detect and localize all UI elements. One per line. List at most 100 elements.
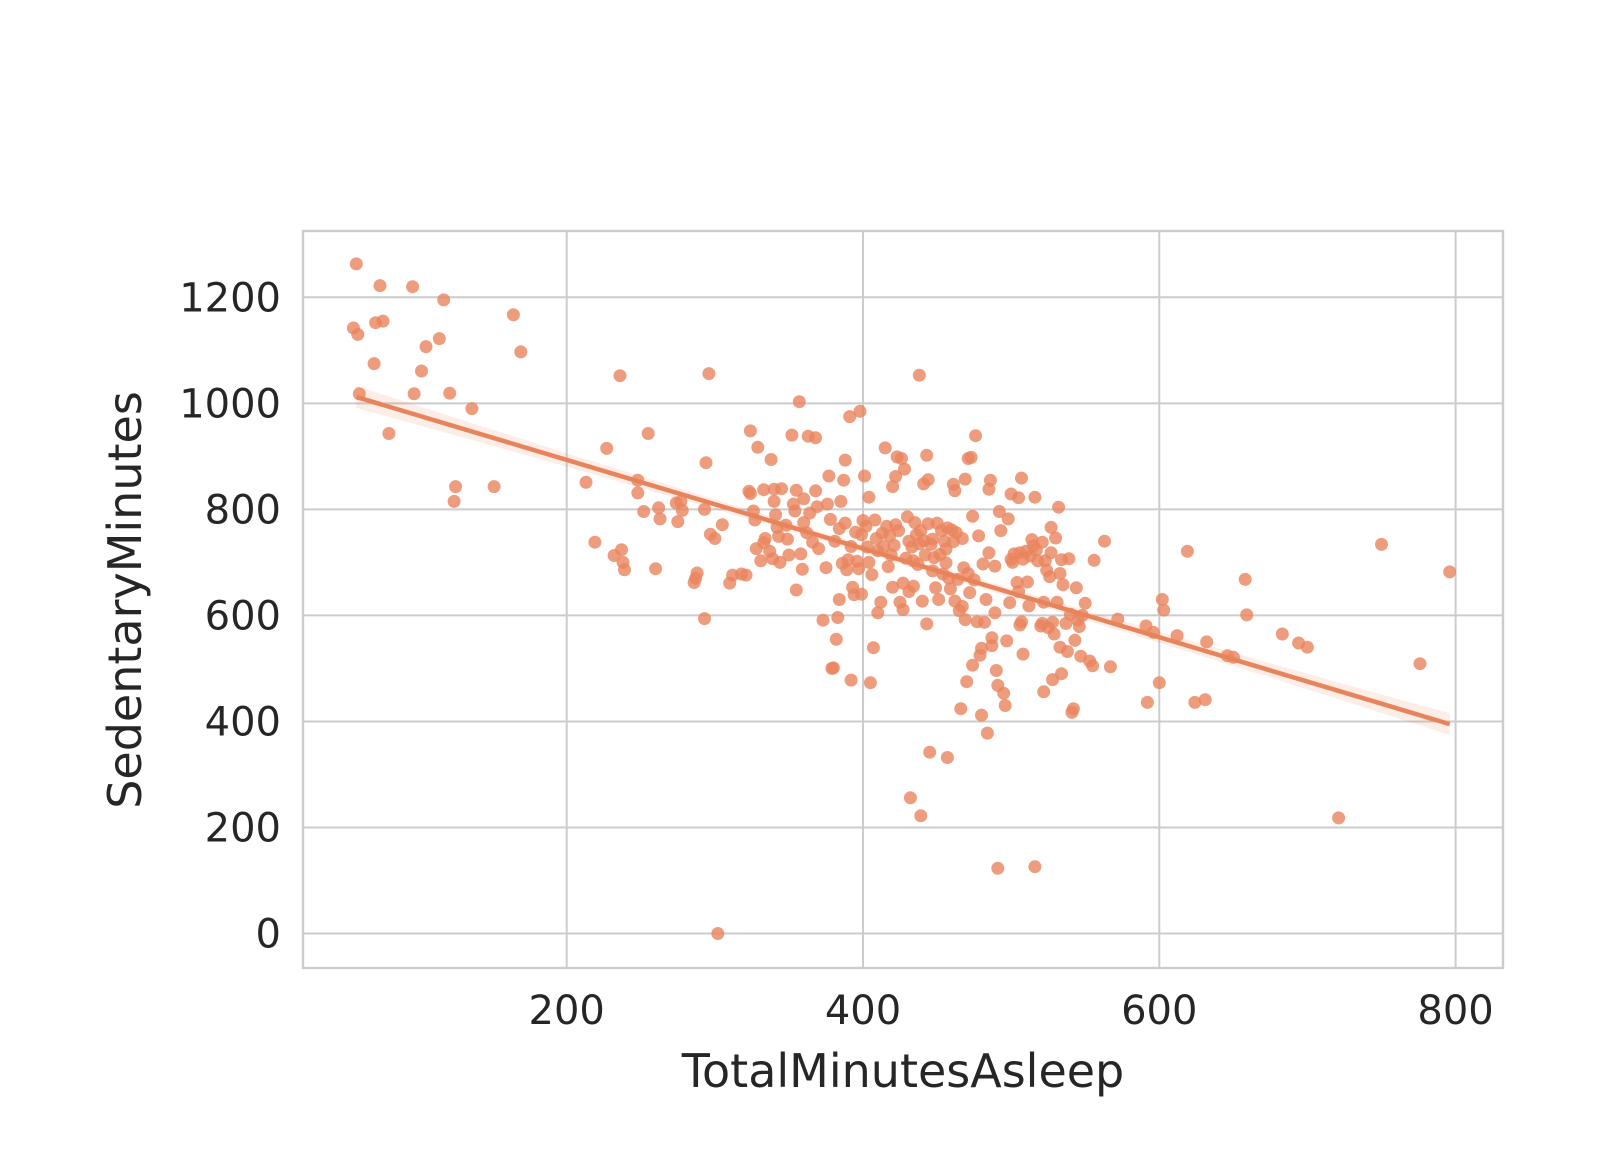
- data-point: [823, 512, 837, 526]
- data-point: [1375, 537, 1388, 551]
- data-point: [979, 593, 993, 606]
- data-point: [929, 581, 943, 595]
- data-point: [903, 791, 917, 805]
- data-point: [829, 632, 843, 646]
- data-point: [1275, 627, 1289, 641]
- data-point: [912, 368, 926, 382]
- data-point: [711, 927, 725, 940]
- x-tick-label: 800: [1417, 988, 1493, 1034]
- data-point: [465, 402, 479, 416]
- data-point: [966, 658, 980, 672]
- data-point: [881, 560, 895, 574]
- data-point: [985, 631, 999, 645]
- data-point: [514, 345, 528, 359]
- data-point: [898, 462, 911, 476]
- y-tick-label: 400: [205, 699, 281, 745]
- data-point: [868, 513, 882, 527]
- data-point: [809, 431, 823, 445]
- data-point: [751, 440, 765, 454]
- data-point: [852, 562, 866, 576]
- regression-line-group: [355, 394, 1451, 727]
- data-point: [757, 483, 771, 497]
- data-point: [1188, 695, 1202, 709]
- data-point: [1157, 603, 1171, 617]
- data-point: [1155, 593, 1169, 606]
- data-point: [838, 516, 852, 530]
- data-point: [975, 641, 988, 655]
- data-point: [349, 257, 363, 271]
- data-point: [906, 579, 920, 593]
- data-point: [419, 340, 433, 354]
- data-point: [837, 473, 851, 487]
- data-point: [797, 516, 811, 530]
- data-point: [863, 676, 877, 690]
- data-point: [834, 494, 848, 508]
- data-point: [843, 410, 857, 424]
- data-point: [715, 518, 729, 532]
- data-point: [1066, 702, 1080, 716]
- data-point: [579, 475, 593, 489]
- data-point: [997, 686, 1011, 700]
- y-axis-title: SedentaryMinutes: [98, 391, 152, 809]
- data-point: [780, 532, 794, 546]
- data-point: [613, 369, 627, 383]
- data-point: [773, 555, 787, 569]
- data-point: [767, 494, 781, 508]
- data-point: [992, 505, 1006, 518]
- data-point: [915, 594, 929, 608]
- data-point: [983, 473, 997, 487]
- data-point: [1300, 640, 1314, 654]
- data-point: [653, 512, 667, 526]
- data-point: [858, 469, 871, 483]
- data-point: [812, 542, 826, 556]
- data-point: [871, 606, 885, 620]
- data-point: [809, 484, 823, 498]
- data-point: [698, 502, 711, 516]
- data-point: [816, 613, 830, 627]
- data-point: [958, 472, 972, 486]
- data-point: [797, 492, 811, 506]
- data-point: [789, 483, 803, 497]
- data-point: [980, 726, 994, 740]
- data-point: [988, 559, 1002, 573]
- data-point: [988, 606, 1002, 620]
- data-point: [1069, 581, 1083, 595]
- data-point: [994, 524, 1008, 538]
- data-point: [1072, 620, 1086, 633]
- data-point: [838, 453, 852, 467]
- data-point: [1003, 596, 1017, 610]
- data-point: [820, 497, 834, 511]
- data-point: [1052, 500, 1066, 514]
- data-point: [1015, 615, 1028, 629]
- data-point: [447, 494, 461, 508]
- data-point: [866, 641, 880, 655]
- data-point: [1022, 599, 1036, 613]
- data-point: [923, 745, 937, 759]
- data-point: [649, 562, 663, 576]
- data-point: [1062, 552, 1076, 566]
- data-point: [1012, 491, 1026, 505]
- data-point: [631, 486, 645, 500]
- data-point: [382, 427, 396, 440]
- data-point: [832, 593, 846, 606]
- data-point: [406, 280, 420, 294]
- data-point: [921, 473, 935, 487]
- grid-lines: [303, 231, 1503, 968]
- data-point: [1035, 535, 1049, 549]
- data-point: [769, 508, 783, 522]
- data-point: [886, 580, 900, 594]
- data-point: [1028, 490, 1042, 504]
- data-point: [675, 503, 689, 517]
- data-point: [1001, 512, 1015, 526]
- data-point: [926, 532, 940, 546]
- data-point: [966, 509, 980, 523]
- data-point: [792, 395, 806, 409]
- data-point: [785, 428, 799, 442]
- data-point: [794, 547, 808, 561]
- data-point: [588, 535, 602, 549]
- data-point: [376, 314, 390, 328]
- data-point: [954, 702, 968, 716]
- data-point: [1060, 645, 1074, 658]
- y-tick-label: 0: [256, 912, 281, 958]
- data-point: [853, 404, 867, 418]
